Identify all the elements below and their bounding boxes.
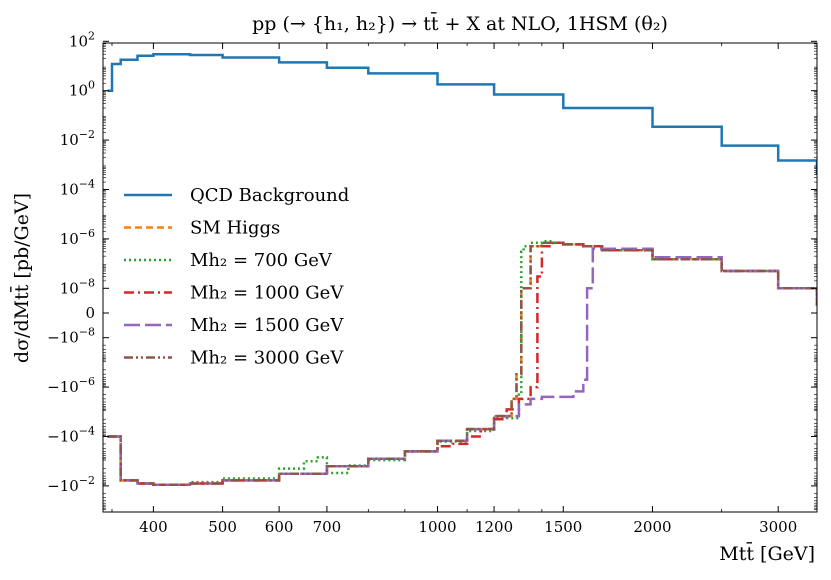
y-tick-label: −10−2	[47, 474, 95, 495]
plot-frame	[102, 42, 818, 513]
series-line-4	[107, 247, 817, 487]
legend-label-5: Mh₂ = 3000 GeV	[190, 348, 344, 369]
x-tick-label: 1500	[544, 518, 582, 536]
x-tick-label: 1200	[475, 518, 513, 536]
x-tick-label: 700	[313, 518, 342, 536]
y-tick-label: 10−4	[60, 178, 95, 199]
y-axis: 102 100 10−2 10−4 10−6 10−8 0 −10−8 −10−6 −10−4 −1…	[47, 29, 817, 510]
series-line-0	[107, 52, 817, 175]
y-tick-label: −10−8	[47, 326, 95, 347]
legend-label-1: SM Higgs	[190, 218, 280, 239]
x-axis-label: Mtt̄ [GeV]	[719, 541, 815, 565]
y-tick-label: 102	[69, 29, 95, 50]
legend-label-0: QCD Background	[190, 185, 349, 206]
y-axis-label: dσ/dMtt̄ [pb/GeV]	[9, 193, 33, 363]
y-tick-label: −10−4	[47, 425, 95, 446]
y-tick-label: 0	[85, 304, 95, 322]
legend-label-2: Mh₂ = 700 GeV	[190, 250, 333, 271]
x-tick-label: 500	[208, 518, 237, 536]
x-tick-label: 3000	[759, 518, 797, 536]
legend: QCD Background SM Higgs Mh₂ = 700 GeV Mh₂ =…	[124, 185, 349, 369]
chart-title: pp (→ {h₁, h₂}) → tt̄ + X at NLO, 1HSM (…	[252, 11, 668, 35]
x-axis: 400 500 600 700 1000 1200 1500 2000 3000	[111, 43, 797, 536]
y-tick-label: 10−6	[60, 227, 95, 248]
y-tick-label: 100	[69, 79, 95, 100]
x-tick-label: 1000	[418, 518, 456, 536]
legend-label-3: Mh₂ = 1000 GeV	[190, 283, 344, 304]
x-tick-label: 600	[265, 518, 294, 536]
x-tick-label: 400	[139, 518, 168, 536]
y-tick-label: −10−6	[47, 375, 95, 396]
y-tick-label: 10−8	[60, 276, 95, 297]
legend-label-4: Mh₂ = 1500 GeV	[190, 315, 344, 336]
x-tick-label: 2000	[633, 518, 671, 536]
series-layer	[107, 52, 817, 487]
y-tick-label: 10−2	[60, 128, 95, 149]
